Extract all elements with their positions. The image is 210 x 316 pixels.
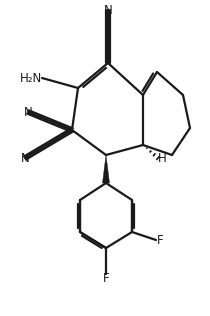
Text: H: H — [158, 151, 167, 165]
Text: F: F — [157, 234, 163, 246]
Text: N: N — [21, 151, 29, 165]
Text: H₂N: H₂N — [20, 71, 42, 84]
Polygon shape — [102, 155, 109, 183]
Text: F: F — [103, 271, 109, 284]
Text: N: N — [24, 106, 32, 118]
Text: N: N — [104, 3, 112, 16]
